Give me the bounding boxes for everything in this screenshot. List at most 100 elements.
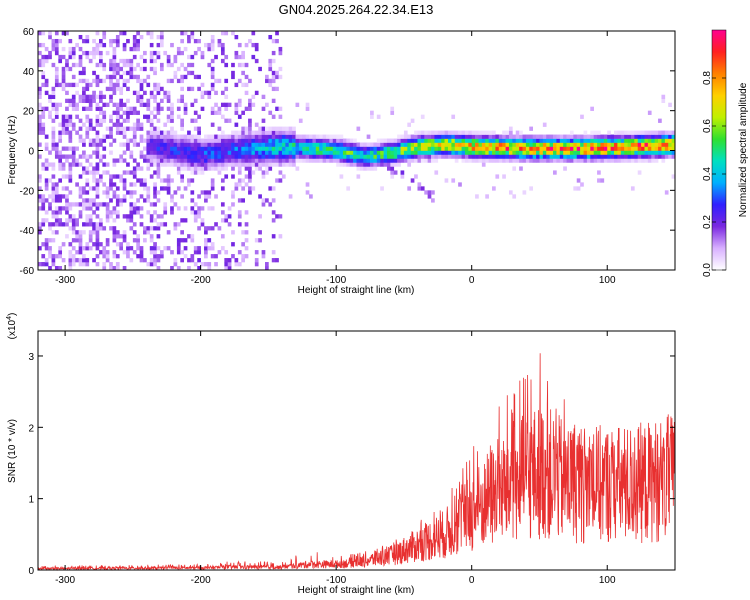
spectrogram-cell — [315, 146, 320, 151]
spectrogram-cell — [271, 126, 276, 131]
spectrogram-cell — [261, 162, 266, 167]
spectrogram-cell — [437, 142, 442, 147]
spectrogram-cell — [149, 90, 154, 96]
spectrogram-cell — [566, 134, 571, 139]
spectrogram-cell — [153, 70, 157, 76]
spectrogram-cell — [234, 142, 239, 147]
spectrogram-cell — [458, 130, 462, 135]
spectrogram-cell — [105, 210, 110, 215]
spectrogram-cell — [420, 146, 425, 151]
spectrogram-cell — [204, 134, 208, 139]
spectrogram-cell — [220, 138, 225, 143]
spectrogram-cell — [190, 190, 195, 195]
spectrogram-cell — [481, 162, 486, 167]
spectrogram-cell — [261, 158, 266, 163]
spectrogram-cell — [78, 70, 83, 76]
spectrogram-cell — [393, 158, 398, 163]
spectrogram-cell — [136, 242, 140, 247]
spectrogram-cell — [349, 142, 354, 147]
spectrogram-cell — [129, 246, 134, 251]
spectrogram-cell — [75, 250, 79, 255]
spectrogram-cell — [227, 162, 232, 167]
spectrogram-cell — [217, 250, 222, 255]
spectrogram-cell — [54, 150, 59, 155]
spectrogram-cell — [414, 134, 418, 139]
spectrogram-cell — [115, 186, 120, 191]
spectrogram-cell — [227, 146, 232, 151]
spectrogram-cell — [241, 258, 245, 263]
spectrogram-cell — [85, 106, 90, 111]
spectrogram-cell — [95, 162, 100, 167]
spectrogram-cell — [129, 170, 134, 175]
spectrogram-cell — [78, 94, 83, 100]
spectrogram-cell — [78, 234, 83, 239]
spectrogram-cell — [156, 86, 161, 92]
spectrogram-cell — [356, 146, 361, 151]
spectrogram-cell — [143, 78, 147, 84]
spectrogram-cell — [41, 254, 46, 259]
spectrogram-cell — [132, 130, 137, 135]
spectrogram-cell — [65, 186, 69, 191]
spectrogram-cell — [376, 150, 381, 155]
spectrogram-cell — [102, 62, 107, 68]
spectrogram-cell — [82, 98, 86, 103]
spectrogram-cell — [302, 150, 306, 155]
spectrogram-cell — [129, 210, 134, 215]
spectrogram-cell — [119, 86, 124, 92]
spectrogram-cell — [339, 142, 344, 147]
spectrogram-cell — [68, 38, 73, 44]
spectrogram-cell — [400, 134, 405, 139]
spectrogram-cell — [407, 154, 412, 159]
spectrogram-cell — [119, 246, 124, 251]
spectrogram-cell — [420, 154, 425, 159]
spectrogram-cell — [180, 194, 184, 199]
spectrogram-cell — [85, 130, 90, 135]
spectrogram-cell — [122, 102, 127, 107]
spectrogram-cell — [170, 106, 174, 111]
spectrogram-cell — [586, 134, 591, 139]
spectrogram-cell — [38, 142, 42, 147]
spectrogram-cell — [644, 142, 649, 147]
spectrogram-cell — [112, 46, 117, 52]
spectrogram-cell — [597, 138, 601, 143]
spectrogram-cell — [61, 146, 66, 151]
spectrogram-cell — [431, 150, 435, 155]
spectrogram-cell — [539, 154, 544, 159]
spectrogram-cell — [359, 142, 364, 147]
spectrogram-cell — [281, 154, 286, 159]
spectrogram-cell — [386, 138, 391, 143]
spectrogram-cell — [200, 50, 205, 56]
spectrogram-cell — [244, 130, 249, 135]
spectrogram-cell — [143, 102, 147, 107]
spectrogram-cell — [366, 162, 371, 167]
spectrogram-cell — [92, 46, 96, 52]
spectrogram-cell — [244, 42, 249, 48]
y-tick-label: 0 — [28, 147, 34, 158]
spectrogram-cell — [220, 202, 225, 207]
spectrogram-cell — [149, 134, 154, 139]
spectrogram-cell — [532, 154, 537, 159]
spectrogram-cell — [136, 178, 140, 183]
spectrogram-cell — [166, 62, 171, 68]
spectrogram-cell — [319, 142, 323, 147]
spectrogram-cell — [214, 166, 218, 171]
spectrogram-cell — [651, 142, 655, 147]
spectrogram-cell — [149, 122, 154, 127]
spectrogram-cell — [610, 134, 615, 139]
spectrogram-cell — [187, 34, 191, 40]
spectrogram-cell — [207, 246, 212, 251]
spectrogram-cell — [210, 178, 215, 183]
spectrogram-cell — [600, 146, 605, 151]
spectrogram-cell — [95, 222, 100, 227]
spectrogram-cell — [315, 158, 320, 163]
spectrogram-cell — [254, 166, 259, 171]
spectrogram-cell — [78, 34, 83, 40]
spectrogram-cell — [261, 250, 266, 255]
spectrogram-cell — [332, 146, 337, 151]
spectrogram-cell — [231, 146, 235, 151]
spectrogram-cell — [566, 138, 571, 143]
spectrogram-cell — [488, 146, 493, 151]
spectrogram-cell — [82, 50, 86, 56]
spectrogram-cell — [187, 178, 191, 183]
